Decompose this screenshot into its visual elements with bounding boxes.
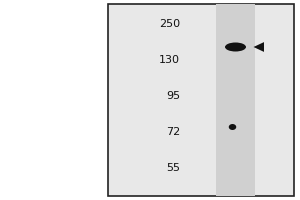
Bar bbox=[108, 4, 294, 196]
Ellipse shape bbox=[229, 124, 236, 130]
Ellipse shape bbox=[225, 43, 246, 51]
Text: 130: 130 bbox=[159, 55, 180, 65]
Polygon shape bbox=[254, 42, 264, 52]
Bar bbox=[216, 4, 255, 196]
Text: 250: 250 bbox=[159, 19, 180, 29]
Text: 72: 72 bbox=[166, 127, 180, 137]
Text: 95: 95 bbox=[166, 91, 180, 101]
Text: 55: 55 bbox=[166, 163, 180, 173]
